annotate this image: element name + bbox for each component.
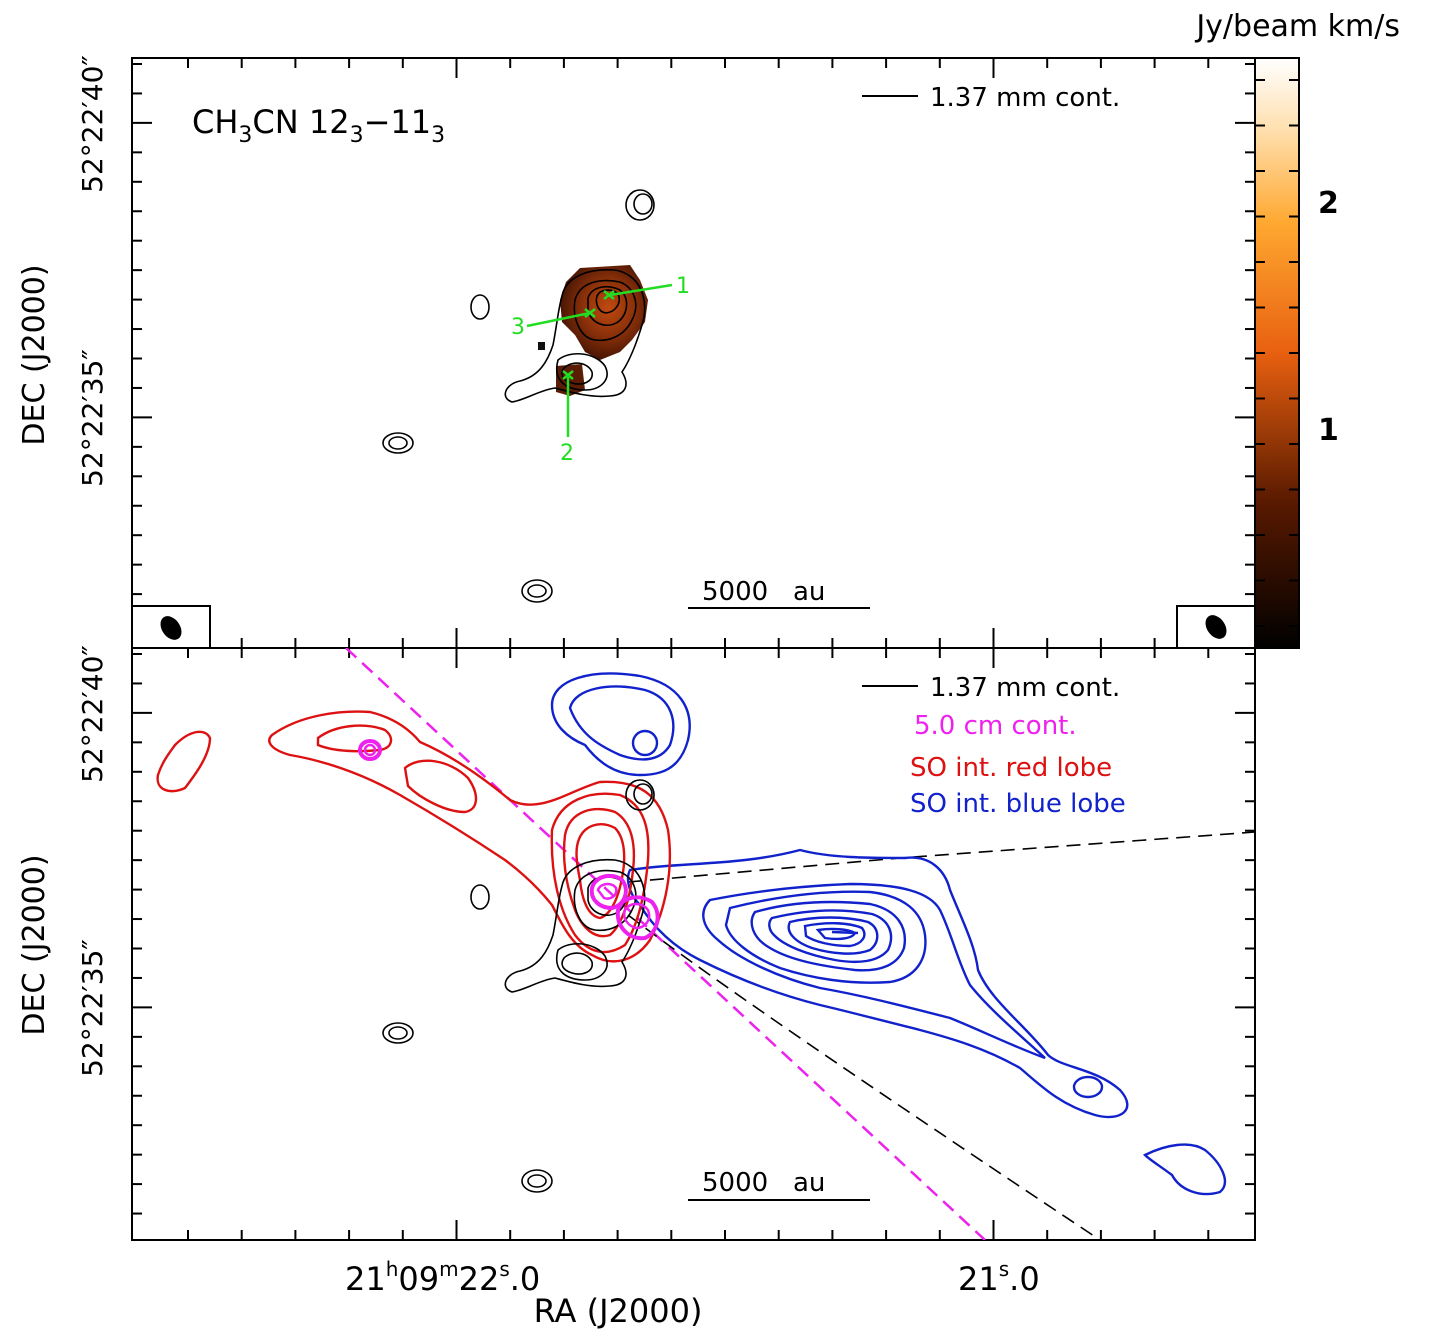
marker-1-arrow	[609, 283, 673, 297]
colorbar-tick-2: 2	[1318, 186, 1339, 221]
bottom-panel: 1.37 mm cont. 5.0 cm cont. SO int. red l…	[17, 645, 1256, 1330]
beam-ellipse-right	[1205, 615, 1227, 639]
legend-label-continuum-bottom: 1.37 mm cont.	[930, 673, 1120, 703]
ytick-label-bottom-35: 52°22′35″	[76, 939, 109, 1077]
continuum-contours-top	[382, 189, 655, 603]
ytick-label-bottom-40: 52°22′40″	[76, 645, 109, 783]
blue-lobe-contours	[550, 672, 1227, 1196]
top-panel: 1 3 2 CH3CN 123−113 1.37 mm cont. 5000 a…	[17, 9, 1400, 649]
source-markers	[526, 283, 673, 437]
ch3cn-emission-pixel	[538, 342, 545, 350]
marker-3-label: 3	[511, 315, 525, 340]
ytick-label-top-40: 52°22′40″	[76, 55, 109, 193]
ylabel-bottom: DEC (J2000)	[17, 854, 52, 1035]
colorbar-label: Jy/beam km/s	[1194, 9, 1400, 44]
cm-continuum-contours	[358, 739, 660, 941]
scalebar-label-bottom: 5000 au	[702, 1168, 825, 1198]
marker-3-arrow	[526, 311, 591, 328]
marker-1-label: 1	[676, 274, 690, 299]
beam-box-left	[131, 605, 211, 649]
scalebar-label-top: 5000 au	[702, 577, 825, 607]
top-ticks	[132, 58, 1255, 648]
xtick-label-22s: 21h09m22s.0	[345, 1257, 540, 1298]
legend-label-5cm: 5.0 cm cont.	[914, 711, 1077, 741]
red-lobe-contours	[156, 710, 672, 963]
colorbar-tick-1: 1	[1318, 413, 1339, 448]
ylabel-top: DEC (J2000)	[17, 264, 52, 445]
legend-label-blue-lobe: SO int. blue lobe	[910, 789, 1126, 819]
colorbar-ticks	[1255, 79, 1299, 627]
continuum-contours-bottom	[382, 779, 655, 1193]
magenta-dashed-axis	[345, 648, 986, 1240]
xtick-label-21s: 21s.0	[958, 1257, 1040, 1298]
legend-label-continuum-top: 1.37 mm cont.	[930, 83, 1120, 113]
xlabel: RA (J2000)	[534, 1292, 703, 1330]
map-title: CH3CN 123−113	[192, 103, 445, 148]
top-panel-frame	[131, 57, 1256, 649]
ytick-label-top-35: 52°22′35″	[76, 349, 109, 487]
legend-label-red-lobe: SO int. red lobe	[910, 753, 1112, 783]
colorbar: Jy/beam km/s 1 2	[1194, 9, 1400, 649]
beam-ellipse-left	[160, 616, 182, 640]
bottom-panel-frame	[131, 647, 1256, 1241]
bottom-ticks	[132, 648, 1255, 1240]
marker-2-label: 2	[560, 441, 574, 466]
